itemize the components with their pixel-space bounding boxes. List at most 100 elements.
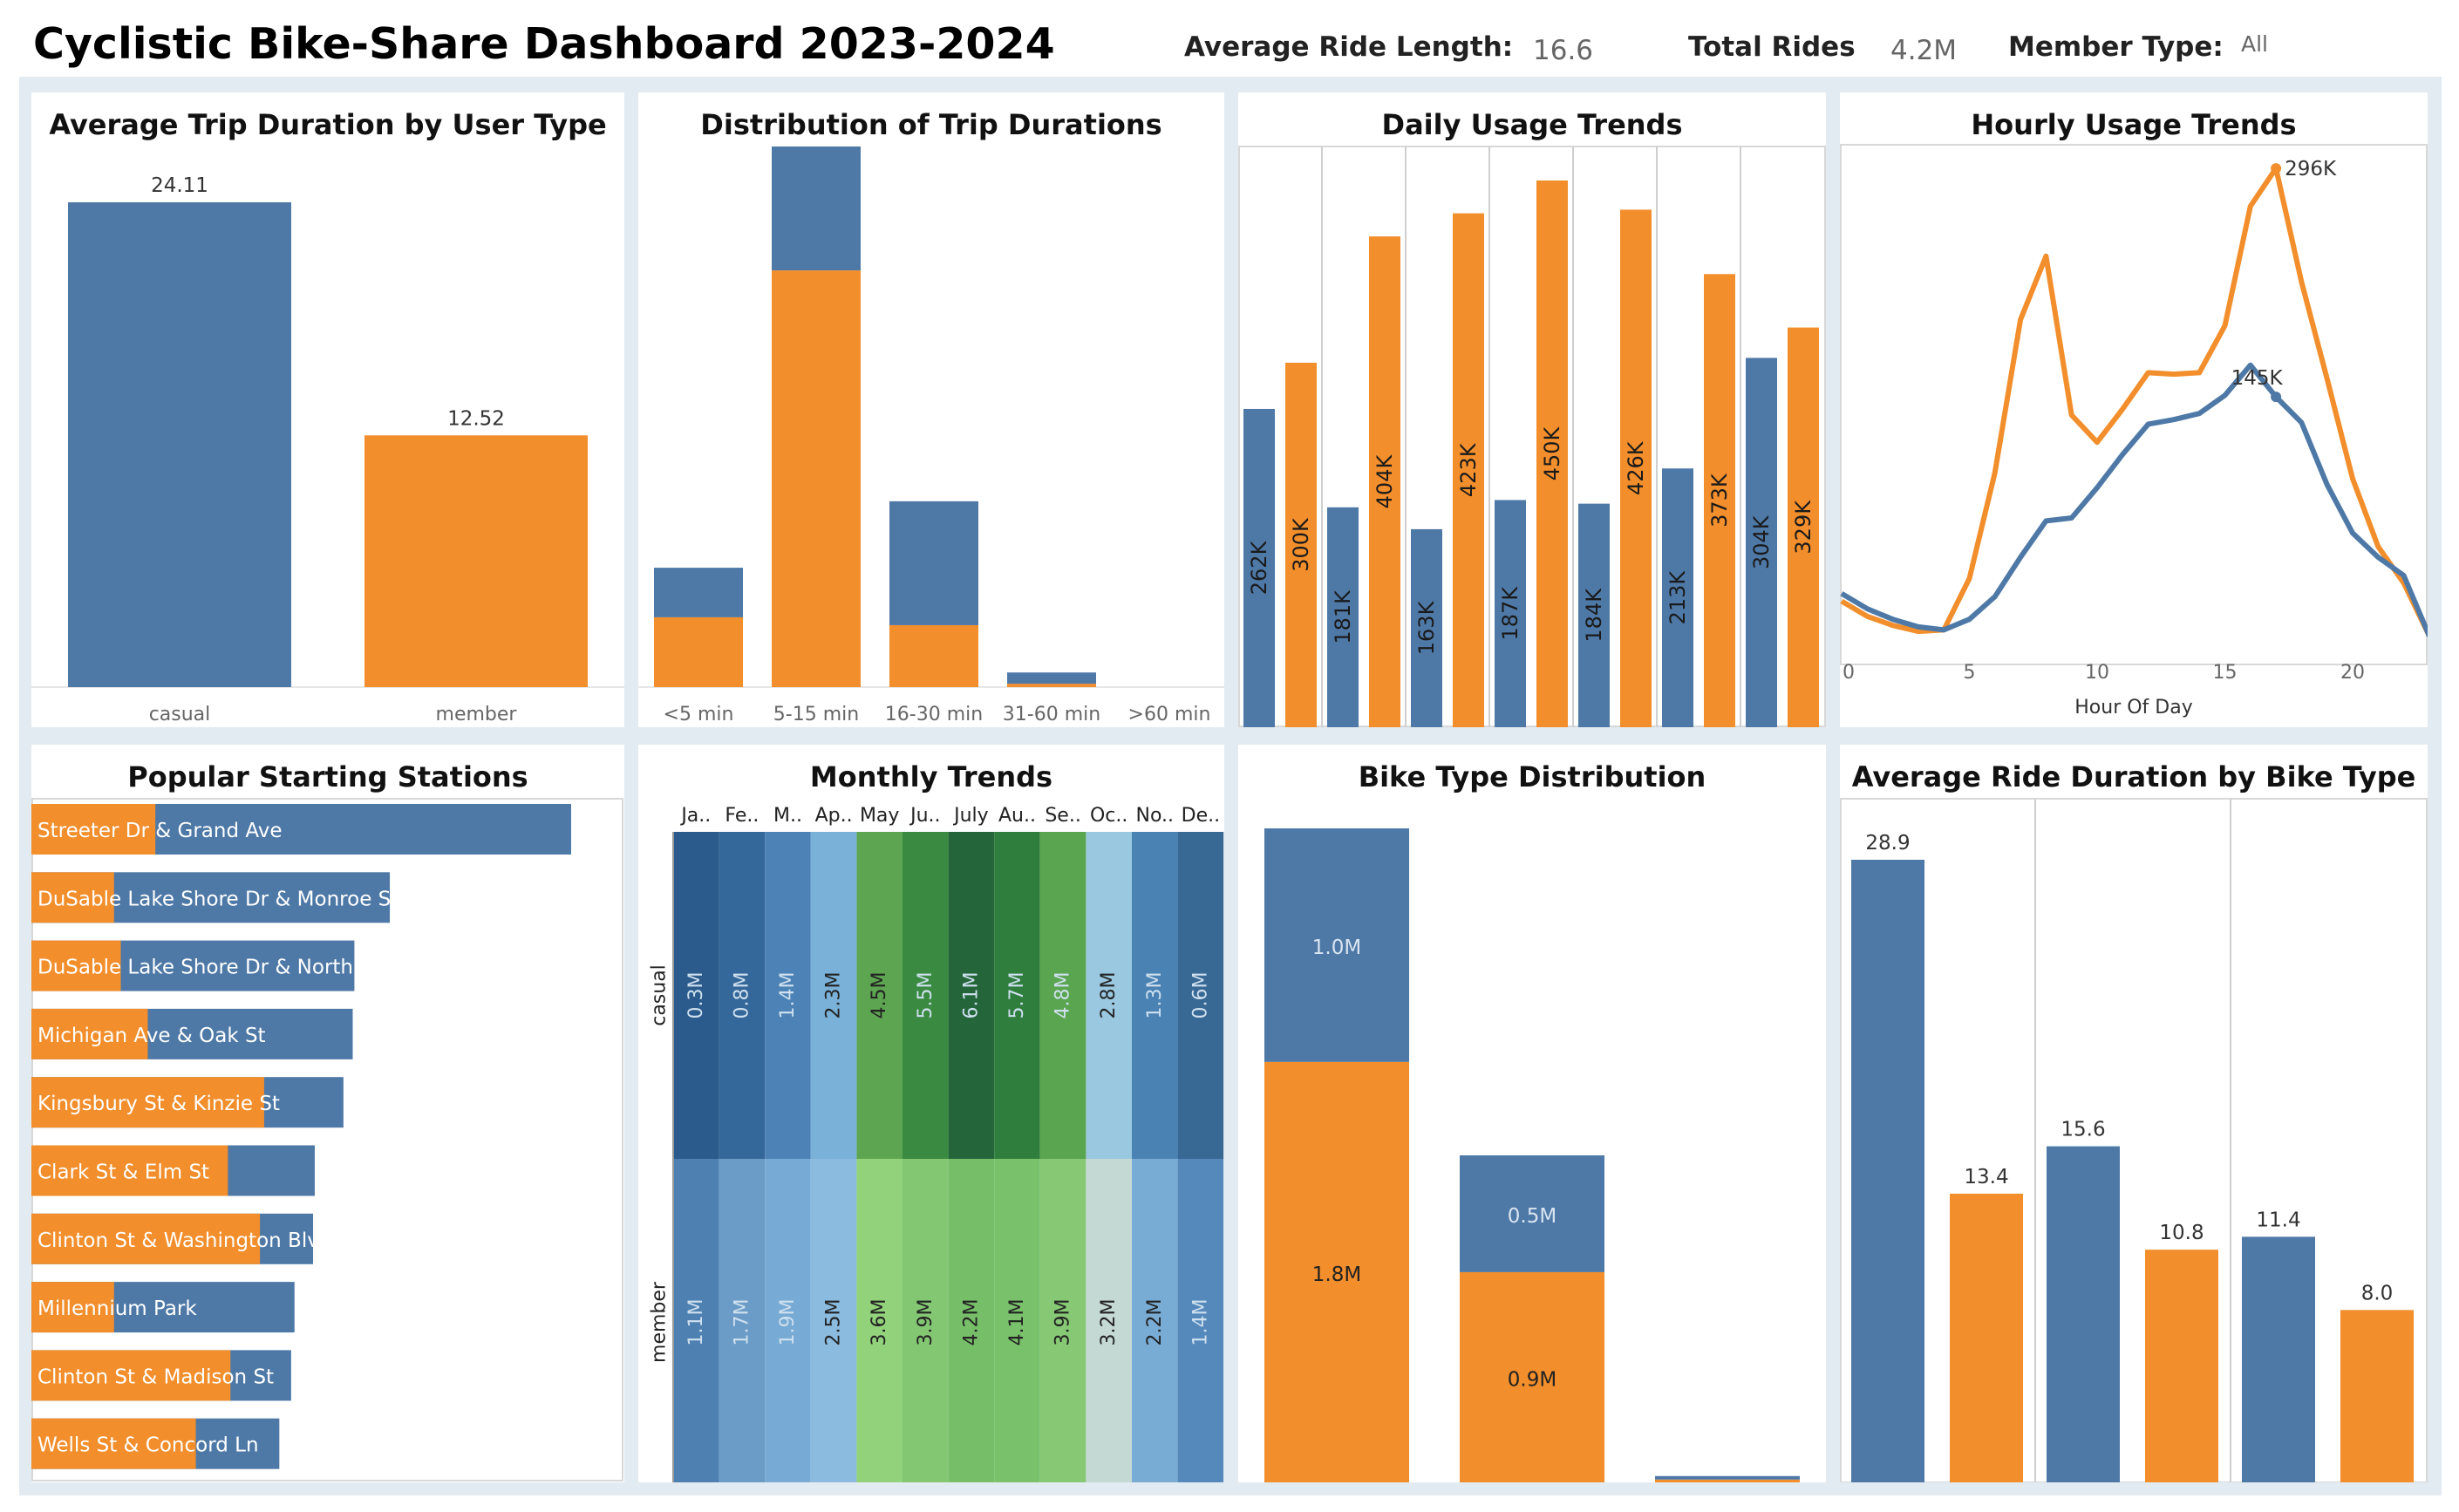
- month-label: Au..: [998, 805, 1036, 827]
- member-type-value[interactable]: All: [2241, 31, 2268, 57]
- data-label: 15.6: [2061, 1119, 2105, 1141]
- cell-label: 1.7M: [731, 1299, 753, 1346]
- heatmap-cell: [948, 832, 995, 1159]
- heatmap-cell: [994, 1159, 1040, 1482]
- heatmap-cell: [810, 1159, 857, 1482]
- bar-member: [1950, 1193, 2023, 1482]
- avg-trip-chart: 24.11 casual 12.52 member: [31, 174, 624, 725]
- month-label: Ja..: [679, 805, 711, 827]
- month-label: July: [952, 805, 989, 827]
- plot-border: [1840, 798, 2428, 1482]
- panel-bike-duration: Average Ride Duration by Bike Type 28.9 1…: [1840, 745, 2428, 1482]
- station-label: Millennium Park: [37, 1297, 197, 1320]
- station-bar-member: [31, 1418, 196, 1469]
- bar-casual: [1411, 528, 1442, 727]
- bar-casual: [2047, 1146, 2120, 1482]
- heatmap-cell: [719, 832, 766, 1159]
- bar-segment-member: [1264, 1061, 1409, 1482]
- station-label: Clinton St & Madison St: [37, 1366, 274, 1388]
- cell-label: 1.3M: [1144, 972, 1166, 1019]
- month-label: De..: [1182, 805, 1220, 827]
- cell-label: 3.2M: [1098, 1299, 1120, 1346]
- panel-title: Popular Starting Stations: [127, 760, 528, 793]
- bar-segment-casual: [772, 146, 861, 271]
- bar-casual: [68, 202, 291, 687]
- station-label: Clark St & Elm St: [37, 1161, 209, 1184]
- bar-casual: [1662, 468, 1693, 727]
- cell-label: 2.8M: [1098, 972, 1120, 1019]
- cell-label: 1.1M: [685, 1299, 707, 1346]
- bar-member: [2145, 1250, 2218, 1482]
- total-rides-kpi: Total Rides: [1688, 31, 1856, 63]
- peak-label: 296K: [2285, 158, 2337, 180]
- heatmap-cell: [1086, 832, 1132, 1159]
- peak-point-casual: [2271, 392, 2282, 403]
- bar-member: [1536, 180, 1568, 727]
- x-tick-label: 16-30 min: [885, 704, 983, 725]
- heatmap-cell: [903, 832, 949, 1159]
- cell-label: 3.9M: [1052, 1299, 1074, 1346]
- heatmap-cell: [1086, 1159, 1132, 1482]
- bar-segment-member: [1007, 684, 1096, 687]
- panel-monthly-trends: Monthly Trends Ja.. Fe.. M.. Ap.. May Ju.. Jul…: [638, 745, 1224, 1482]
- heatmap-cell: [810, 832, 857, 1159]
- station-bar-member: [31, 940, 121, 991]
- cell-label: 2.5M: [823, 1299, 845, 1346]
- cell-label: 2.3M: [823, 972, 845, 1019]
- x-tick-label: <5 min: [664, 704, 734, 725]
- popular-stations-chart: Streeter Dr & Grand Ave DuSable Lake Shor…: [31, 798, 623, 1481]
- total-rides-value: 4.2M: [1890, 35, 1958, 66]
- station-label: DuSable Lake Shore Dr & Monroe St: [37, 888, 398, 910]
- segment-label: 0.5M: [1508, 1205, 1556, 1228]
- line-member: [1840, 166, 2428, 637]
- avg-ride-value: 16.6: [1533, 35, 1594, 66]
- peak-label: 145K: [2231, 367, 2284, 390]
- station-label: Wells St & Concord Ln: [37, 1434, 259, 1457]
- panel-title: Average Trip Duration by User Type: [49, 108, 607, 141]
- station-bar-member: [31, 1145, 228, 1196]
- heatmap-cell: [1177, 1159, 1224, 1482]
- bar-member: [1369, 236, 1400, 727]
- month-label: Fe..: [725, 805, 759, 827]
- heatmap-cell: [1132, 1159, 1178, 1482]
- data-label: 262K: [1247, 540, 1271, 595]
- panel-title: Average Ride Duration by Bike Type: [1851, 760, 2416, 793]
- segment-label: 0.9M: [1508, 1368, 1556, 1391]
- data-label: 163K: [1414, 600, 1439, 655]
- station-label: Streeter Dr & Grand Ave: [37, 820, 283, 842]
- bar-segment-casual: [1460, 1155, 1604, 1272]
- bar-member: [1285, 363, 1317, 727]
- segment-label: 1.8M: [1312, 1263, 1361, 1286]
- data-label: 181K: [1331, 589, 1355, 644]
- heatmap-cell: [948, 1159, 995, 1482]
- data-label: 450K: [1540, 426, 1564, 480]
- bar-casual: [1578, 503, 1610, 727]
- panel-hourly-usage: Hourly Usage Trends 296K 145K 0 5 10 15 20 Hour…: [1840, 92, 2428, 727]
- data-label: 12.52: [447, 407, 505, 430]
- heatmap-cell: [765, 832, 811, 1159]
- member-type-filter[interactable]: Member Type:: [2008, 31, 2224, 63]
- data-label: 10.8: [2159, 1222, 2204, 1244]
- month-label: M..: [773, 805, 802, 827]
- panel-trip-distribution: Distribution of Trip Durations <5 min 5-1…: [638, 92, 1224, 727]
- bar-segment-casual: [1655, 1475, 1800, 1480]
- x-tick-label: casual: [149, 704, 211, 725]
- station-bar-member: [31, 1077, 264, 1128]
- cell-label: 0.8M: [731, 972, 753, 1019]
- cell-label: 4.8M: [1052, 972, 1074, 1019]
- heatmap-cell: [765, 1159, 811, 1482]
- bar-casual: [1495, 500, 1526, 727]
- row-label: casual: [649, 964, 671, 1026]
- heatmap-cell: [673, 1159, 719, 1482]
- data-label: 373K: [1707, 473, 1732, 528]
- heatmap-cell: [903, 1159, 949, 1482]
- x-tick-label: >60 min: [1128, 704, 1211, 725]
- bar-member: [1704, 274, 1735, 727]
- station-bar-member: [31, 804, 156, 855]
- station-bar-member: [31, 872, 114, 923]
- dashboard-title: Cyclistic Bike-Share Dashboard 2023-2024: [33, 19, 1055, 69]
- cell-label: 0.3M: [685, 972, 707, 1019]
- plot-border: [1238, 146, 1826, 727]
- x-axis-title: Hour Of Day: [2074, 697, 2192, 719]
- trip-distribution-chart: <5 min 5-15 min 16-30 min 31-60 min >60 min: [638, 146, 1224, 725]
